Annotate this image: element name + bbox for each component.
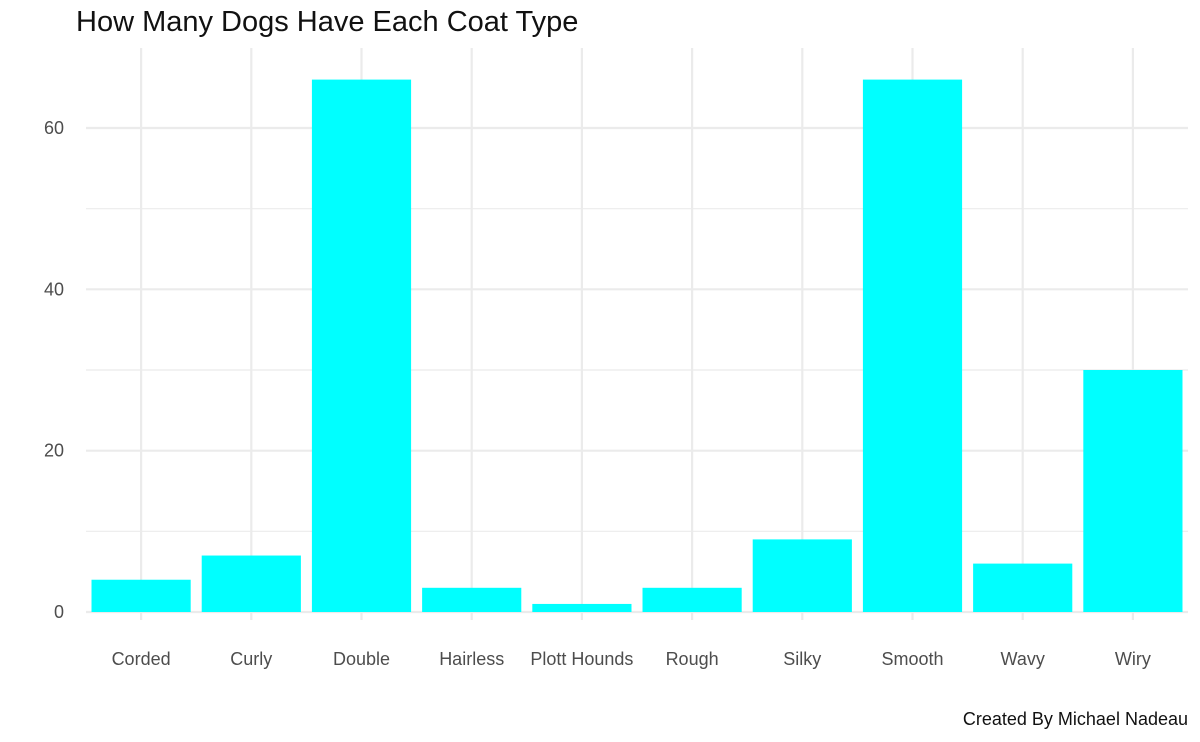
x-tick-label: Corded <box>112 649 171 669</box>
x-tick-label: Rough <box>666 649 719 669</box>
chart-caption: Created By Michael Nadeau <box>962 709 1188 729</box>
y-tick-label: 0 <box>54 602 64 622</box>
x-tick-label: Wavy <box>1001 649 1045 669</box>
y-axis-ticks: 0 20 40 60 <box>44 118 64 622</box>
grid-lines <box>86 48 1188 620</box>
bar-smooth <box>862 79 963 613</box>
chart-title: How Many Dogs Have Each Coat Type <box>76 6 579 38</box>
bar-double <box>311 79 412 613</box>
y-tick-label: 20 <box>44 441 64 461</box>
x-tick-label: Silky <box>783 649 821 669</box>
bar-corded <box>91 579 191 612</box>
x-tick-label: Smooth <box>881 649 943 669</box>
x-axis-ticks: Corded Curly Double Hairless Plott Hounds Rou… <box>112 649 1151 669</box>
bar-wiry <box>1083 370 1183 612</box>
bar-rough <box>642 587 742 612</box>
y-tick-label: 40 <box>44 279 64 299</box>
bar-curly <box>201 555 301 612</box>
x-tick-label: Plott Hounds <box>530 649 633 669</box>
bar-silky <box>752 539 852 612</box>
bar-hairless <box>422 587 522 612</box>
bar-wavy <box>973 563 1073 612</box>
bars <box>91 79 1183 613</box>
x-tick-label: Double <box>333 649 390 669</box>
bar-plott-hounds <box>532 603 632 612</box>
x-tick-label: Curly <box>230 649 272 669</box>
x-tick-label: Wiry <box>1115 649 1151 669</box>
x-tick-label: Hairless <box>439 649 504 669</box>
y-tick-label: 60 <box>44 118 64 138</box>
